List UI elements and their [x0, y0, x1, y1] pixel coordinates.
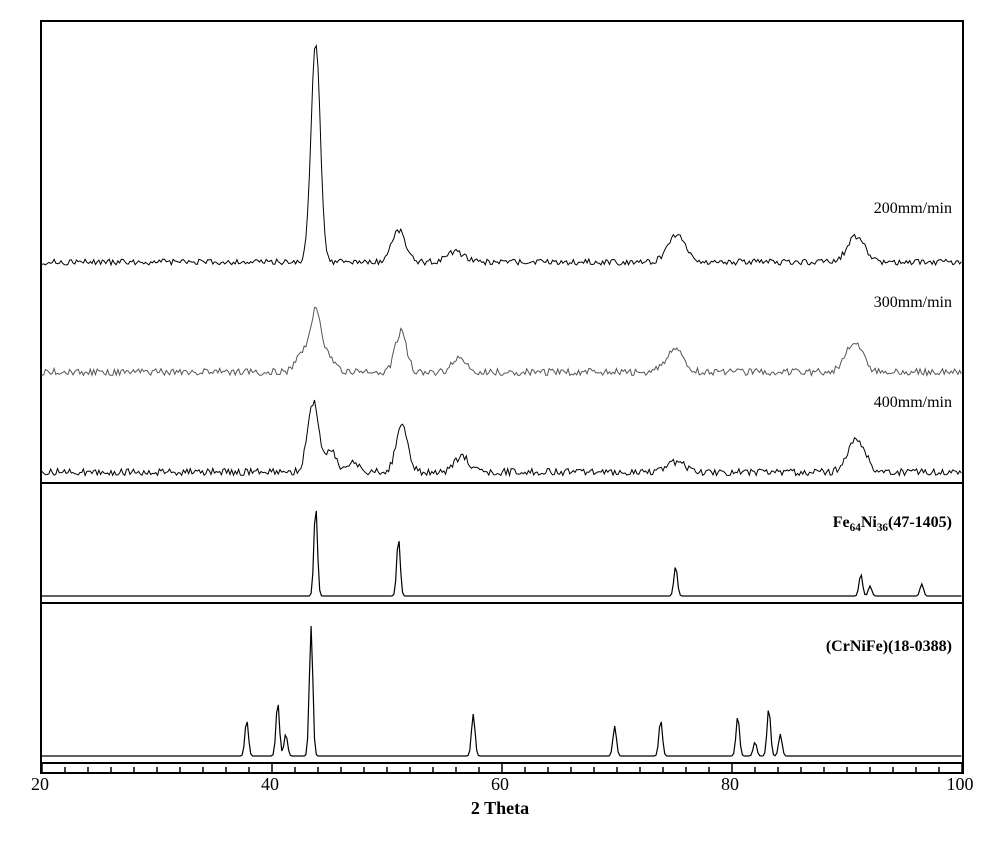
panel-top-xrd-traces: 200mm/min300mm/min400mm/min [42, 22, 962, 482]
xrd-chart: 200mm/min300mm/min400mm/minFe64Ni36(47-1… [20, 20, 980, 820]
panel-ref-fe64ni36: Fe64Ni36(47-1405) [42, 482, 962, 604]
panel-ref-crnife: (CrNiFe)(18-0388) [42, 602, 962, 764]
x-axis-labels: 20406080100 [40, 774, 960, 798]
x-tick-60: 60 [491, 774, 509, 795]
trace-400mmmin [42, 22, 962, 482]
x-axis-ticks [42, 758, 962, 772]
x-tick-80: 80 [721, 774, 739, 795]
x-tick-40: 40 [261, 774, 279, 795]
trace-crnife [42, 604, 962, 764]
x-axis-title: 2 Theta [471, 798, 529, 819]
x-tick-100: 100 [947, 774, 974, 795]
x-tick-20: 20 [31, 774, 49, 795]
plot-area: 200mm/min300mm/min400mm/minFe64Ni36(47-1… [40, 20, 964, 774]
trace-fe64ni36 [42, 484, 962, 604]
